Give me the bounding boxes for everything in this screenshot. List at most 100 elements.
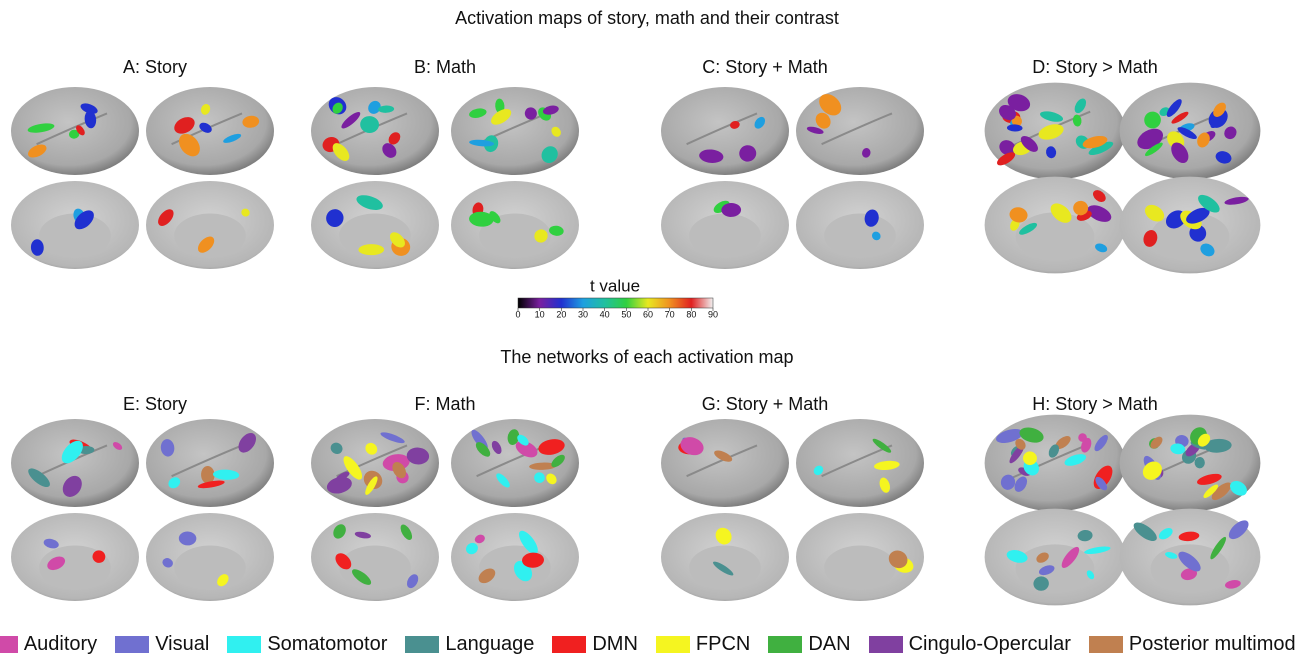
legend-item: Somatomotor	[227, 633, 387, 656]
activation-blob	[80, 103, 98, 114]
lateral-brain	[661, 419, 789, 507]
legend-item: Visual	[115, 633, 209, 656]
activation-blob	[241, 208, 250, 217]
activation-blob	[1166, 99, 1182, 117]
activation-blob	[879, 477, 890, 493]
lateral-brain	[1119, 414, 1261, 512]
activation-blob	[519, 530, 538, 555]
activation-blob	[888, 550, 908, 569]
activation-blob	[1050, 203, 1072, 223]
activation-blob	[1144, 111, 1161, 129]
activation-blob	[522, 552, 545, 568]
medial-brain	[1119, 176, 1261, 274]
brain-inner	[174, 545, 246, 590]
activation-blob	[1055, 436, 1071, 450]
activation-blob	[74, 210, 94, 230]
panel-title: C: Story + Math	[702, 57, 828, 77]
legend-label: Visual	[155, 632, 210, 655]
activation-blob	[1007, 94, 1031, 112]
panel-title: D: Story > Math	[1032, 57, 1158, 77]
activation-blob	[1142, 461, 1162, 480]
activation-blob	[406, 447, 430, 465]
medial-brain	[451, 513, 579, 601]
activation-blob	[406, 574, 419, 589]
activation-blob	[1228, 520, 1249, 540]
legend-item: Auditory	[0, 633, 97, 656]
medial-brain	[311, 181, 439, 269]
legend-label: Language	[445, 632, 535, 655]
activation-blob	[389, 232, 405, 248]
activation-blob	[549, 225, 564, 236]
activation-blob	[1064, 454, 1087, 466]
activation-blob	[326, 476, 352, 494]
activation-blob	[335, 471, 350, 481]
activation-blob	[806, 126, 824, 134]
activation-blob	[1093, 190, 1106, 202]
activation-blob	[201, 465, 215, 484]
medial-brain	[11, 181, 139, 269]
activation-blob	[333, 524, 346, 539]
activation-blob	[1015, 438, 1026, 450]
legend-item: DAN	[768, 633, 851, 656]
activation-blob	[332, 143, 350, 161]
legend-swatch	[868, 635, 903, 653]
medial-brain	[451, 181, 579, 269]
legend-label: Somatomotor	[267, 632, 388, 655]
activation-blob	[754, 116, 766, 129]
activation-blob	[400, 524, 413, 540]
activation-blob	[162, 558, 173, 568]
activation-blob	[475, 442, 491, 457]
activation-blob	[466, 542, 478, 555]
activation-blob	[1048, 444, 1060, 458]
activation-blob	[28, 144, 47, 158]
activation-blob	[721, 203, 742, 217]
activation-blob	[92, 550, 106, 563]
activation-blob	[1020, 136, 1038, 152]
activation-blob	[874, 460, 900, 471]
activation-blob	[343, 456, 363, 480]
activation-blob	[1145, 142, 1163, 157]
activation-blob	[178, 531, 197, 546]
medial-brain	[11, 513, 139, 601]
activation-blob	[469, 108, 487, 118]
lateral-brain	[796, 419, 924, 507]
activation-blob	[1198, 194, 1220, 213]
activation-blob	[47, 556, 66, 571]
activation-blob	[1014, 476, 1028, 492]
activation-blob	[496, 473, 510, 488]
activation-blob	[1200, 243, 1215, 257]
activation-blob	[68, 129, 80, 139]
activation-blob	[112, 442, 123, 450]
activation-blob	[1203, 484, 1219, 498]
activation-blob	[541, 146, 558, 164]
activation-blob	[1073, 200, 1089, 216]
activation-blob	[330, 442, 343, 454]
activation-blob	[1038, 565, 1055, 576]
activation-blob	[326, 209, 344, 227]
colorbar-tick-label: 40	[600, 309, 610, 319]
activation-blob	[1170, 443, 1186, 455]
activation-blob	[160, 439, 175, 457]
activation-blob	[1133, 522, 1157, 541]
activation-blob	[1082, 135, 1108, 149]
activation-blob	[474, 534, 485, 544]
activation-blob	[872, 438, 892, 453]
activation-blob	[1211, 482, 1232, 501]
activation-blob	[1036, 552, 1049, 563]
brain-inner	[39, 213, 111, 258]
activation-blob	[1177, 127, 1197, 140]
activation-blob	[699, 149, 724, 163]
activation-blob	[546, 473, 557, 485]
activation-blob	[1213, 102, 1226, 117]
activation-blob	[517, 434, 529, 446]
activation-blob	[534, 472, 545, 483]
activation-blob	[168, 477, 181, 489]
activation-blob	[999, 140, 1016, 156]
activation-blob	[730, 120, 740, 129]
brain-inner	[824, 545, 896, 590]
colorbar	[517, 297, 714, 309]
subtitle: The networks of each activation map	[500, 347, 793, 367]
activation-blob	[997, 152, 1016, 166]
activation-blob	[1197, 433, 1211, 447]
brain-inner	[479, 213, 551, 258]
